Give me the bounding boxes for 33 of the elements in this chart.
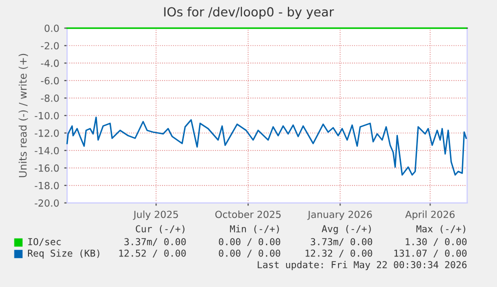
y-tick-label: -6.0 bbox=[40, 77, 59, 84]
text: Min (-/+) bbox=[230, 225, 279, 234]
y-tick-label: -4.0 bbox=[40, 60, 59, 67]
text: Last update: Fri May 22 00:30:34 2026 bbox=[258, 260, 467, 270]
x-tick-label: October 2025 bbox=[215, 210, 281, 218]
line-series bbox=[66, 116, 467, 176]
text: 12.32 / 0.00 bbox=[306, 250, 372, 258]
y-tick-label: -8.0 bbox=[40, 94, 59, 102]
text: Max (-/+) bbox=[416, 225, 466, 234]
text: 3.73m/ 0.00 bbox=[310, 238, 372, 246]
legend-label: IO/sec bbox=[28, 238, 61, 246]
y-tick-label: 0.0 bbox=[44, 24, 59, 32]
y-tick-label: -2.0 bbox=[40, 42, 59, 50]
text: 3.37m/ 0.00 bbox=[124, 238, 186, 246]
text: Avg (-/+) bbox=[322, 225, 371, 234]
text: 0.00 / 0.00 bbox=[218, 238, 280, 246]
text: 0.00 / 0.00 bbox=[218, 250, 280, 258]
x-tick-label: July 2025 bbox=[132, 210, 178, 220]
y-tick-label: -14.0 bbox=[34, 146, 59, 154]
legend-label: Req Size (KB) bbox=[28, 249, 100, 259]
y-tick-label: -20.0 bbox=[34, 199, 59, 207]
text: Cur (-/+) bbox=[136, 225, 184, 234]
text: 1.30 / 0.00 bbox=[406, 238, 467, 246]
y-tick-label: -16.0 bbox=[34, 164, 59, 172]
text: 12.52 / 0.00 bbox=[119, 250, 186, 258]
y-tick-label: -18.0 bbox=[34, 182, 59, 190]
text: 131.07 / 0.00 bbox=[394, 250, 467, 258]
x-tick-label: April 2026 bbox=[405, 210, 455, 220]
y-tick-label: -12.0 bbox=[34, 129, 59, 137]
y-tick-label: -10.0 bbox=[34, 112, 59, 120]
x-tick-label: January 2026 bbox=[307, 210, 372, 220]
y-axis-title: Units read (-) / write (+) bbox=[18, 54, 28, 178]
chart-title: IOs for /dev/loop0 - by year bbox=[164, 6, 334, 19]
